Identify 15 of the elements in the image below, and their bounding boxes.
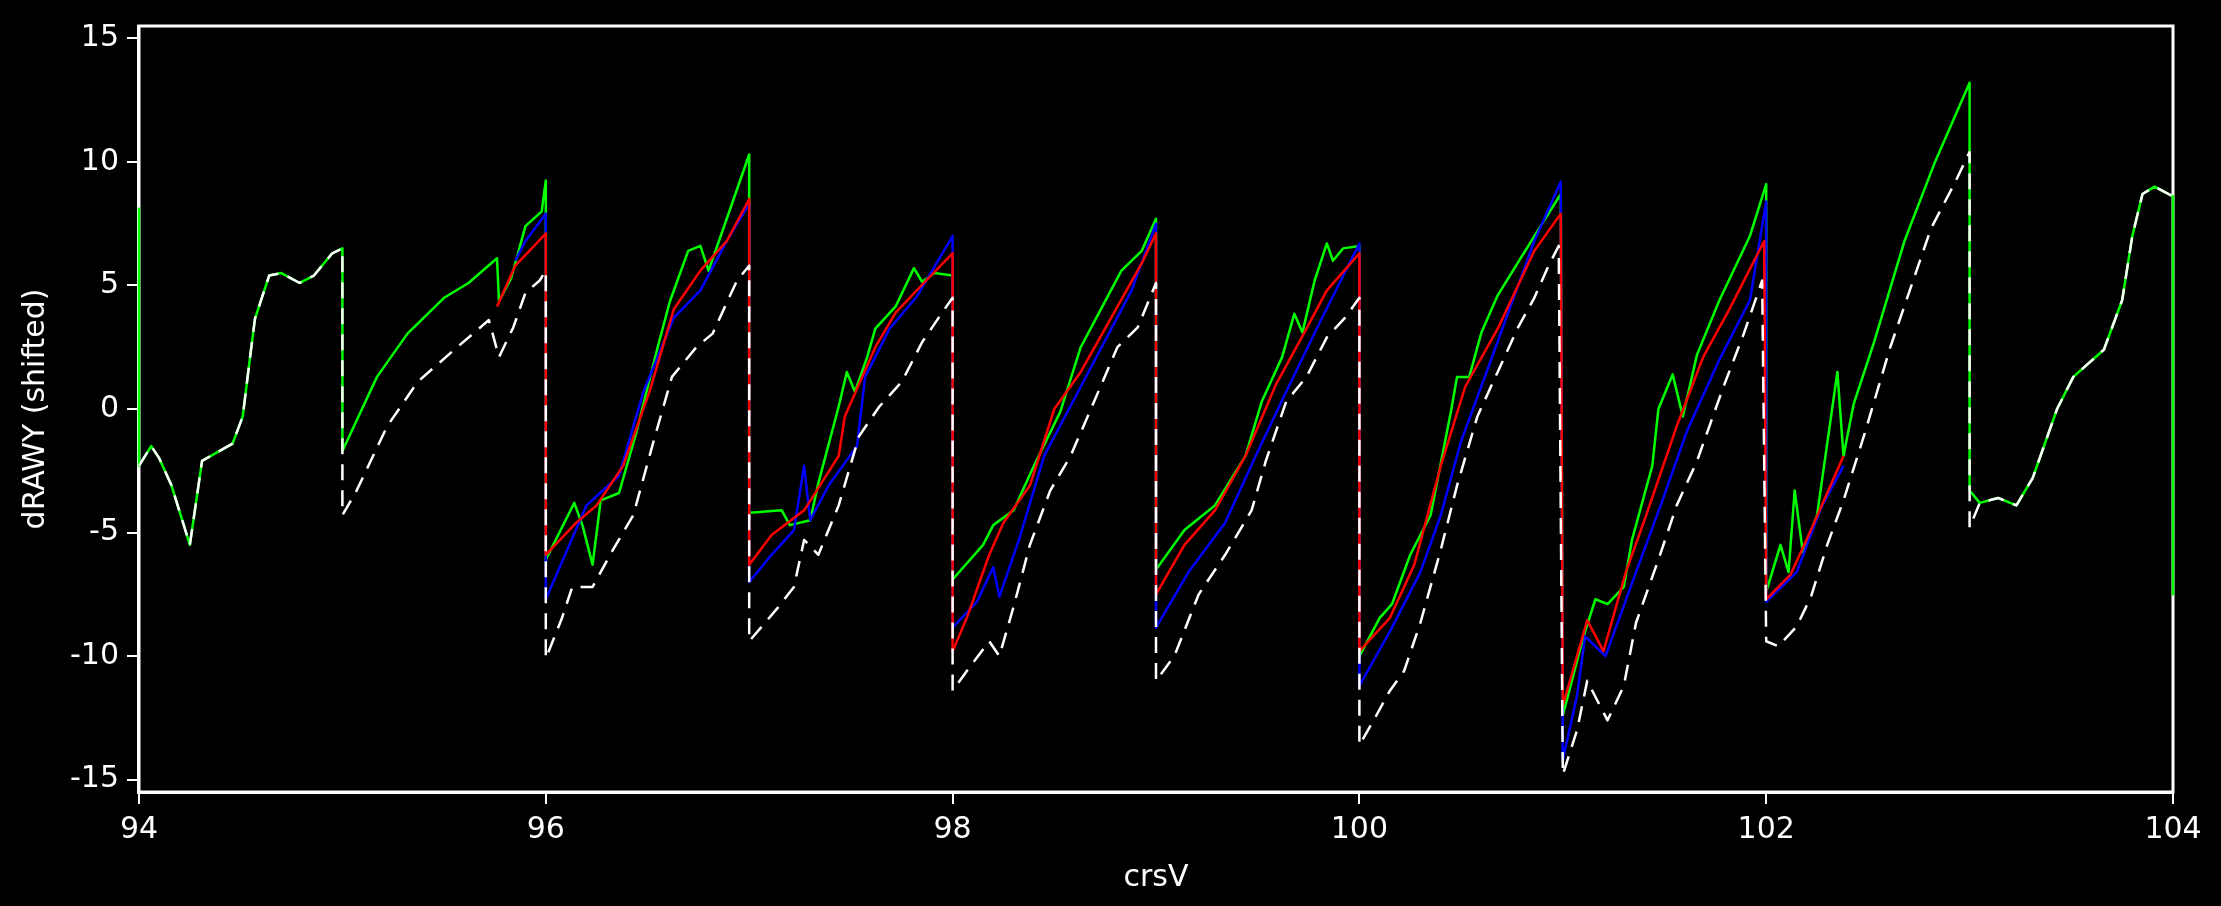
y-tick-label: -10 <box>70 635 119 671</box>
y-tick-label: 15 <box>80 18 119 54</box>
x-tick-label: 98 <box>933 809 972 845</box>
x-tick-label: 96 <box>526 809 565 845</box>
y-tick-label: 5 <box>99 265 119 301</box>
x-tick-label: 100 <box>1330 809 1389 845</box>
y-axis-title: dRAWY (shifted) <box>15 288 51 530</box>
x-tick-label: 104 <box>2144 809 2202 845</box>
y-tick-label: -15 <box>70 759 119 795</box>
x-tick-label: 94 <box>119 809 159 845</box>
x-axis-title: crsV <box>1123 857 1189 893</box>
y-tick-label: 10 <box>80 141 119 177</box>
y-tick-label: 0 <box>99 388 119 424</box>
x-tick-label: 102 <box>1737 809 1795 845</box>
y-tick-label: -5 <box>89 512 119 548</box>
